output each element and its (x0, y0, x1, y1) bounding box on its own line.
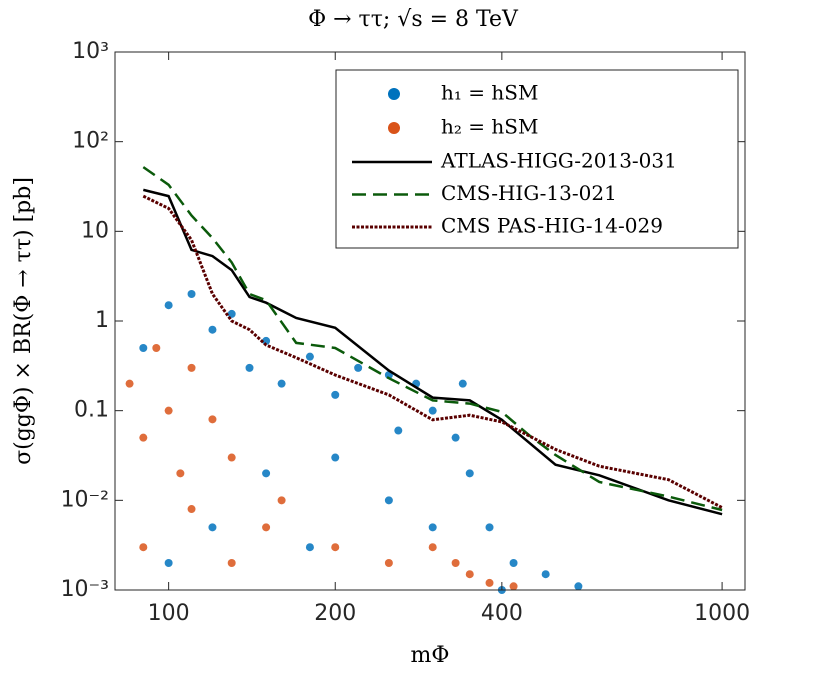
scatter-point (139, 543, 148, 552)
limit-line (142, 194, 723, 509)
y-tick-label: 10⁻³ (61, 577, 109, 602)
scatter-point (227, 309, 236, 318)
scatter-point (509, 582, 518, 591)
y-tick-label: 1 (95, 308, 109, 333)
legend-label: h₂ = hSM (441, 115, 538, 139)
y-tick-label: 10 (81, 218, 109, 243)
limit-line (142, 166, 723, 512)
chart-title: Φ → ττ; √s = 8 TeV (308, 7, 519, 32)
y-tick-label: 10⁻² (61, 487, 109, 512)
scatter-point (208, 523, 217, 532)
scatter-point (305, 352, 314, 361)
scatter-point (125, 379, 134, 388)
y-tick-label: 10² (72, 129, 109, 154)
scatter-point (187, 505, 196, 514)
scatter-point (354, 363, 363, 372)
scatter-point (227, 559, 236, 568)
scatter-point (262, 336, 271, 345)
scatter-point (245, 363, 254, 372)
x-tick-label: 1000 (694, 601, 750, 626)
legend: h₁ = hSM h₂ = hSM ATLAS-HIGG-2013-031 CMS-H… (335, 69, 739, 249)
legend-marker (388, 122, 400, 134)
scatter-point (428, 523, 437, 532)
scatter-point (465, 469, 474, 478)
scatter-point (428, 406, 437, 415)
scatter-point (574, 582, 583, 591)
scatter-point (394, 426, 403, 435)
scatter-point (331, 390, 340, 399)
legend-label: ATLAS-HIGG-2013-031 (440, 149, 677, 173)
scatter-point (485, 523, 494, 532)
scatter-point (187, 290, 196, 299)
legend-box (335, 69, 739, 249)
scatter-point (208, 415, 217, 424)
scatter-point (541, 570, 550, 579)
scatter-point (164, 559, 173, 568)
scatter-point (277, 496, 286, 505)
scatter-point (331, 543, 340, 552)
y-tick-label: 10³ (72, 39, 109, 64)
x-tick-label: 100 (148, 601, 190, 626)
scatter-point (208, 325, 217, 334)
scatter-point (451, 559, 460, 568)
scatter-point (176, 469, 185, 478)
scatter-point (305, 543, 314, 552)
scatter-point (187, 363, 196, 372)
scatter-point (262, 469, 271, 478)
scatter-point (465, 570, 474, 579)
x-tick-label: 200 (314, 601, 356, 626)
legend-label: h₁ = hSM (441, 81, 538, 105)
scatter-point (227, 453, 236, 462)
scatter-point (451, 433, 460, 442)
scatter-point (509, 559, 518, 568)
scatter-point (164, 301, 173, 310)
scatter-point (331, 453, 340, 462)
scatter-point (428, 543, 437, 552)
x-tick-label: 400 (481, 601, 523, 626)
x-axis-label: mΦ (411, 643, 450, 668)
y-axis-label: σ(ggΦ) × BR(Φ → ττ) [pb] (11, 177, 36, 465)
scatter-point (139, 343, 148, 352)
legend-label: CMS PAS-HIG-14-029 (441, 214, 663, 238)
scatter-point (458, 379, 467, 388)
scatter-point (152, 343, 161, 352)
scatter-point (384, 496, 393, 505)
scatter-point (139, 433, 148, 442)
scatter-point (485, 578, 494, 587)
scatter-point (262, 523, 271, 532)
scatter-point (277, 379, 286, 388)
limit-line (143, 188, 723, 516)
scatter-point (384, 559, 393, 568)
y-tick-label: 0.1 (74, 398, 109, 423)
scatter-point (164, 406, 173, 415)
legend-label: CMS-HIG-13-021 (441, 181, 617, 205)
legend-marker (388, 88, 400, 100)
